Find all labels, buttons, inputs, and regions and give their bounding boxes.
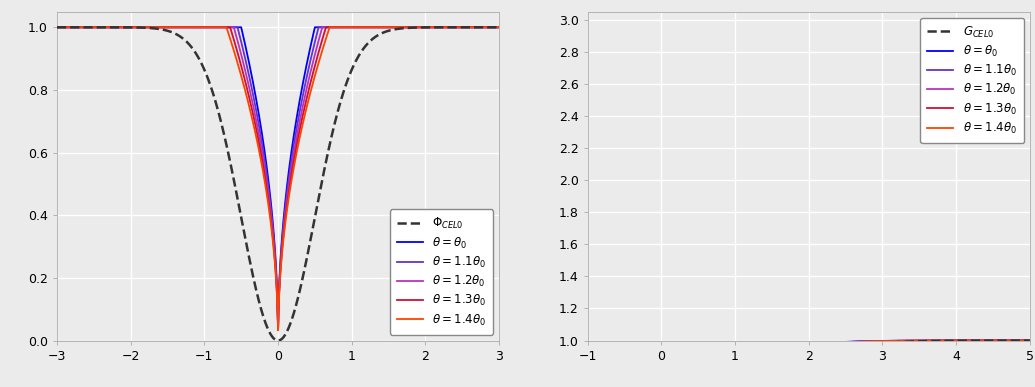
Legend: $\Phi_{CEL0}$, $\theta = \theta_0$, $\theta = 1.1\theta_0$, $\theta = 1.2\theta_: $\Phi_{CEL0}$, $\theta = \theta_0$, $\th… <box>389 209 494 335</box>
Legend: $G_{CEL0}$, $\theta = \theta_0$, $\theta = 1.1\theta_0$, $\theta = 1.2\theta_0$,: $G_{CEL0}$, $\theta = \theta_0$, $\theta… <box>920 17 1024 143</box>
